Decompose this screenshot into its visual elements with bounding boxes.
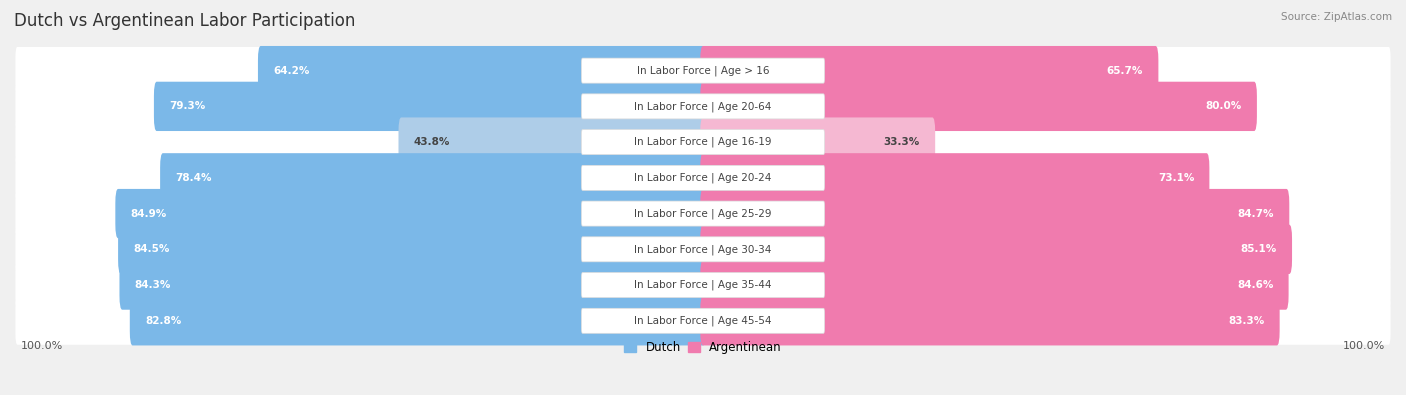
FancyBboxPatch shape xyxy=(700,46,1159,95)
Text: 100.0%: 100.0% xyxy=(1343,341,1385,351)
FancyBboxPatch shape xyxy=(15,83,1391,130)
FancyBboxPatch shape xyxy=(700,260,1289,310)
Text: 65.7%: 65.7% xyxy=(1107,66,1143,75)
FancyBboxPatch shape xyxy=(15,190,1391,237)
FancyBboxPatch shape xyxy=(700,189,1289,238)
FancyBboxPatch shape xyxy=(700,225,1292,274)
FancyBboxPatch shape xyxy=(582,130,824,154)
Text: In Labor Force | Age 16-19: In Labor Force | Age 16-19 xyxy=(634,137,772,147)
FancyBboxPatch shape xyxy=(700,153,1209,203)
FancyBboxPatch shape xyxy=(160,153,706,203)
FancyBboxPatch shape xyxy=(582,308,824,333)
FancyBboxPatch shape xyxy=(118,225,706,274)
FancyBboxPatch shape xyxy=(582,58,824,83)
Text: In Labor Force | Age 35-44: In Labor Force | Age 35-44 xyxy=(634,280,772,290)
Text: 64.2%: 64.2% xyxy=(273,66,309,75)
Text: 79.3%: 79.3% xyxy=(169,102,205,111)
FancyBboxPatch shape xyxy=(582,237,824,262)
Text: 43.8%: 43.8% xyxy=(413,137,450,147)
Text: 84.6%: 84.6% xyxy=(1237,280,1274,290)
FancyBboxPatch shape xyxy=(115,189,706,238)
Text: In Labor Force | Age 20-24: In Labor Force | Age 20-24 xyxy=(634,173,772,183)
Text: 84.7%: 84.7% xyxy=(1237,209,1274,218)
Text: 84.3%: 84.3% xyxy=(135,280,172,290)
Text: In Labor Force | Age 30-34: In Labor Force | Age 30-34 xyxy=(634,244,772,254)
FancyBboxPatch shape xyxy=(700,82,1257,131)
FancyBboxPatch shape xyxy=(700,296,1279,346)
Text: 84.5%: 84.5% xyxy=(134,245,170,254)
Text: 83.3%: 83.3% xyxy=(1229,316,1264,326)
Text: 82.8%: 82.8% xyxy=(145,316,181,326)
FancyBboxPatch shape xyxy=(582,273,824,297)
Legend: Dutch, Argentinean: Dutch, Argentinean xyxy=(624,341,782,354)
Text: 33.3%: 33.3% xyxy=(884,137,920,147)
FancyBboxPatch shape xyxy=(398,117,706,167)
FancyBboxPatch shape xyxy=(582,166,824,190)
Text: In Labor Force | Age > 16: In Labor Force | Age > 16 xyxy=(637,66,769,76)
Text: In Labor Force | Age 45-54: In Labor Force | Age 45-54 xyxy=(634,316,772,326)
FancyBboxPatch shape xyxy=(15,261,1391,309)
Text: Dutch vs Argentinean Labor Participation: Dutch vs Argentinean Labor Participation xyxy=(14,12,356,30)
Text: Source: ZipAtlas.com: Source: ZipAtlas.com xyxy=(1281,12,1392,22)
FancyBboxPatch shape xyxy=(582,94,824,119)
FancyBboxPatch shape xyxy=(700,117,935,167)
FancyBboxPatch shape xyxy=(129,296,706,346)
FancyBboxPatch shape xyxy=(153,82,706,131)
FancyBboxPatch shape xyxy=(15,154,1391,202)
FancyBboxPatch shape xyxy=(582,201,824,226)
FancyBboxPatch shape xyxy=(120,260,706,310)
FancyBboxPatch shape xyxy=(15,47,1391,94)
FancyBboxPatch shape xyxy=(15,297,1391,345)
FancyBboxPatch shape xyxy=(15,226,1391,273)
FancyBboxPatch shape xyxy=(257,46,706,95)
Text: 85.1%: 85.1% xyxy=(1240,245,1277,254)
Text: 100.0%: 100.0% xyxy=(21,341,63,351)
Text: In Labor Force | Age 20-64: In Labor Force | Age 20-64 xyxy=(634,101,772,112)
Text: 73.1%: 73.1% xyxy=(1157,173,1194,183)
Text: 78.4%: 78.4% xyxy=(176,173,212,183)
Text: 84.9%: 84.9% xyxy=(131,209,167,218)
Text: 80.0%: 80.0% xyxy=(1205,102,1241,111)
FancyBboxPatch shape xyxy=(15,118,1391,166)
Text: In Labor Force | Age 25-29: In Labor Force | Age 25-29 xyxy=(634,208,772,219)
